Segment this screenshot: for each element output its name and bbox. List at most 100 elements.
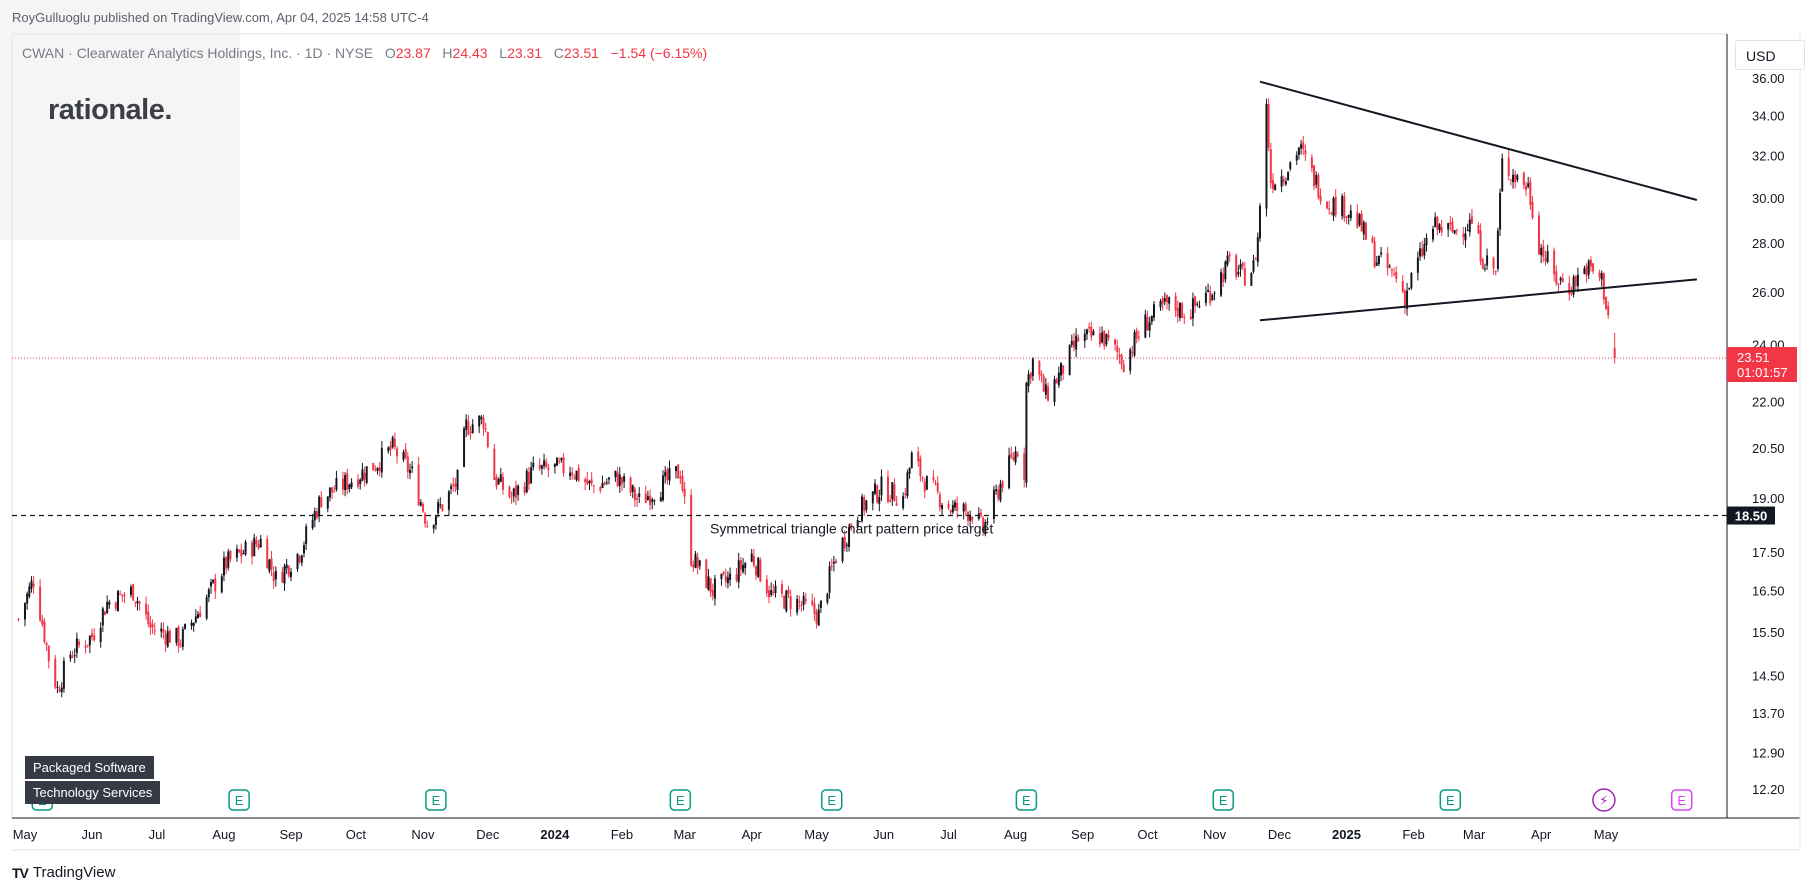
candle-body — [1042, 376, 1045, 392]
candle-body — [272, 572, 275, 582]
candle-body — [283, 565, 286, 584]
sector-tag-technology-services[interactable]: Technology Services — [25, 781, 161, 804]
x-tick-label: Jun — [82, 827, 103, 842]
candle-body — [722, 572, 725, 574]
earnings-icon-label: E — [432, 793, 441, 808]
x-tick-label: 2024 — [540, 827, 570, 842]
candle-body — [1540, 247, 1543, 256]
candle-body — [1040, 374, 1043, 377]
candle-body — [742, 564, 745, 572]
earnings-icon[interactable] — [228, 789, 250, 811]
candle-body — [147, 611, 150, 624]
x-tick-label: Aug — [212, 827, 235, 842]
candle-body — [484, 428, 487, 430]
candle-body — [469, 432, 472, 434]
candle-body — [659, 497, 662, 502]
candle-body — [770, 590, 773, 596]
candle-body — [895, 503, 898, 506]
high-label: H — [442, 45, 453, 61]
support-trendline[interactable] — [1259, 278, 1697, 322]
event-markers[interactable]: EEEEEEEE⚡E — [31, 788, 1693, 812]
candle-body — [465, 419, 468, 430]
candle-body — [1542, 246, 1545, 257]
candle-body — [1120, 354, 1123, 365]
candle-body — [222, 557, 225, 576]
earnings-icon[interactable] — [1015, 789, 1038, 811]
resistance-trendline[interactable] — [1259, 80, 1698, 201]
time-axis[interactable]: May Jun Jul Aug Sep Oct Nov Dec 2024 Feb Mar Apr May… — [13, 827, 1619, 842]
earnings-icon[interactable] — [1212, 789, 1234, 811]
candle-body — [54, 658, 57, 688]
y-tick-label: 20.50 — [1752, 441, 1785, 456]
candle-body — [393, 438, 396, 447]
earnings-icon-label: E — [235, 793, 244, 808]
symbol-name[interactable]: CWAN · Clearwater Analytics Holdings, In… — [22, 45, 374, 61]
candle-body — [359, 479, 362, 484]
candle-body — [1161, 298, 1164, 305]
candle-body — [1107, 334, 1110, 338]
candle-body — [43, 621, 46, 642]
candle-body — [227, 551, 230, 568]
candle-body — [547, 467, 550, 470]
candle-body — [341, 478, 344, 490]
candle-body — [257, 544, 260, 549]
candle-body — [119, 593, 122, 595]
candle-body — [1008, 455, 1011, 489]
candle-body — [463, 428, 466, 467]
candle-body — [28, 586, 31, 597]
candle-body — [151, 624, 154, 628]
candle-body — [84, 645, 87, 648]
candle-body — [532, 462, 535, 468]
earnings-icon[interactable] — [820, 789, 843, 811]
x-tick-label: Mar — [673, 827, 696, 842]
candle-body — [863, 497, 866, 512]
split-icon[interactable] — [1592, 788, 1616, 812]
candle-body — [683, 488, 686, 497]
candle-body — [1235, 255, 1238, 277]
candle-body — [878, 497, 881, 504]
currency-button[interactable]: USD — [1735, 40, 1805, 70]
candle-body — [876, 485, 879, 503]
candle-body — [861, 496, 864, 522]
earnings-icon[interactable] — [1439, 789, 1462, 811]
candle-body — [832, 561, 835, 564]
candle-body — [123, 594, 126, 596]
x-tick-label: Sep — [1071, 827, 1094, 842]
upcoming-earnings-icon[interactable] — [1670, 789, 1693, 811]
y-tick-label: 30.00 — [1752, 191, 1785, 206]
candle-body — [711, 589, 714, 596]
trendlines[interactable]: Symmetrical triangle chart pattern price… — [12, 80, 1727, 537]
candle-body — [374, 469, 377, 471]
candle-body — [679, 476, 682, 479]
candle-body — [75, 638, 78, 653]
candle-body — [1544, 257, 1547, 262]
candle-body — [800, 604, 803, 606]
candle-body — [1587, 260, 1590, 275]
candle-body — [281, 572, 284, 583]
symbol-info-line[interactable]: CWAN · Clearwater Analytics Holdings, In… — [22, 45, 707, 61]
candle-body — [545, 461, 548, 467]
sector-tag-packaged-software[interactable]: Packaged Software — [25, 756, 154, 779]
candle-body — [58, 688, 61, 692]
tradingview-footer[interactable]: TV TradingView — [12, 864, 115, 881]
price-axis[interactable]: 36.0034.0032.0030.0028.0026.0024.0022.00… — [1727, 71, 1797, 797]
earnings-icon[interactable] — [669, 789, 692, 811]
candle-body — [772, 591, 775, 593]
candle-body — [296, 553, 299, 570]
candle-body — [220, 576, 223, 593]
candle-body — [447, 491, 450, 510]
candle-body — [419, 502, 422, 506]
candle-body — [315, 511, 318, 518]
candle-body — [328, 487, 331, 498]
candle-body — [1393, 273, 1396, 275]
candle-body — [904, 493, 907, 495]
candle-body — [1555, 271, 1558, 284]
candle-body — [395, 448, 398, 457]
candle-body — [724, 575, 727, 582]
candle-body — [41, 619, 44, 625]
candle-body — [941, 505, 944, 509]
earnings-icon[interactable] — [425, 789, 447, 811]
candle-body — [471, 424, 474, 434]
candle-body — [1103, 330, 1106, 347]
